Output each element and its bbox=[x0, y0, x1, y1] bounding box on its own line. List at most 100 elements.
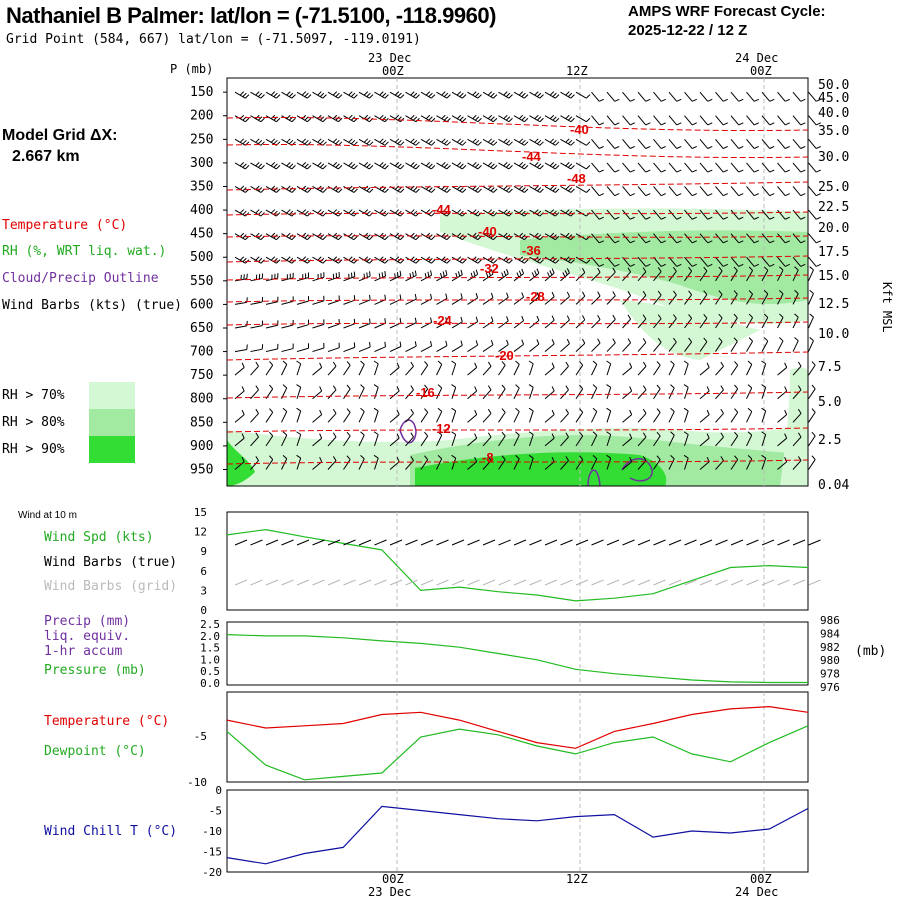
wind-barb-flag bbox=[606, 360, 611, 365]
wind-barb-staff bbox=[405, 345, 417, 353]
wind-barb-flag bbox=[477, 141, 482, 146]
wind-barb-flag bbox=[443, 139, 449, 145]
wind-barb-flag bbox=[459, 163, 464, 168]
legend-windchill: Wind Chill T (°C) bbox=[44, 824, 178, 839]
temperature-contour bbox=[226, 274, 809, 281]
wind-barb-flag bbox=[428, 116, 433, 121]
wind-barb-flag bbox=[784, 457, 788, 462]
wind-barb-staff bbox=[792, 209, 802, 220]
wind-barb-flag bbox=[322, 165, 327, 170]
wind-barb-staff bbox=[389, 414, 400, 423]
wind-barb-flag bbox=[360, 384, 365, 389]
wind-barb-flag bbox=[661, 193, 666, 197]
wind-barb-flag bbox=[490, 292, 494, 298]
wind-barb-grid bbox=[281, 579, 294, 586]
wind-barb-staff bbox=[730, 115, 740, 126]
height-tick-label: 40.0 bbox=[818, 106, 849, 121]
wind-barb-flag bbox=[260, 259, 265, 264]
wind-barb-flag bbox=[282, 384, 288, 389]
wind-barb-flag bbox=[445, 269, 448, 276]
wind-barb-flag bbox=[360, 360, 365, 365]
wind-barb-flag bbox=[692, 240, 697, 244]
wind-barb-flag bbox=[738, 263, 744, 267]
wind-barb-flag bbox=[399, 294, 402, 300]
wind-barb-flag bbox=[477, 259, 482, 264]
wind-barb-flag bbox=[431, 165, 436, 170]
wind-barb-staff bbox=[730, 209, 740, 220]
wind-barb-staff bbox=[761, 293, 769, 305]
wind-barb-flag bbox=[630, 216, 635, 220]
wind-barb-staff bbox=[312, 390, 323, 400]
wind-barb-staff bbox=[513, 364, 520, 376]
wind-barb-flag bbox=[255, 361, 259, 367]
wind-barb-flag bbox=[515, 455, 520, 460]
wind-barb-staff bbox=[668, 138, 678, 149]
wind-barb-flag bbox=[396, 457, 400, 462]
wind-barb-flag bbox=[614, 145, 620, 149]
wind-barb-staff bbox=[591, 458, 598, 470]
wind-barb-flag bbox=[501, 272, 504, 278]
pressure-y-tick: 978 bbox=[820, 668, 840, 681]
wind-barb-grid bbox=[684, 579, 697, 586]
wind-barb-flag bbox=[414, 317, 417, 323]
wind-barb-flag bbox=[501, 384, 506, 390]
temperature-contour-label: -32 bbox=[480, 261, 499, 276]
wind-barb-flag bbox=[579, 455, 584, 460]
wind-barb-flag bbox=[239, 209, 245, 214]
wind-barb-staff bbox=[265, 459, 274, 470]
wind-barb-staff bbox=[451, 297, 463, 305]
wind-barb-staff bbox=[575, 209, 587, 217]
wind-barb-flag bbox=[446, 259, 451, 264]
wind-barb-staff bbox=[684, 209, 693, 220]
wind-barb-flag bbox=[350, 92, 356, 98]
wind-barb-flag bbox=[555, 94, 560, 99]
wind-barb-flag bbox=[350, 234, 356, 239]
wind-barb-flag bbox=[307, 212, 312, 217]
wind-barb-staff bbox=[482, 436, 492, 447]
wind-barb-grid bbox=[513, 579, 527, 586]
wind-barb-flag bbox=[521, 292, 525, 298]
wind-barb-flag bbox=[592, 431, 598, 436]
wind-barb-staff bbox=[591, 295, 601, 305]
wind-barb-staff bbox=[513, 387, 520, 399]
wind-barb-staff bbox=[234, 301, 247, 305]
wind-barb-flag bbox=[642, 408, 647, 414]
wind-barb-staff bbox=[808, 388, 816, 400]
wind-barb-flag bbox=[521, 139, 526, 145]
wind-barb-staff bbox=[622, 437, 633, 447]
wind-barb-flag bbox=[599, 169, 604, 173]
wind-barb-flag bbox=[260, 165, 265, 170]
wind-barb-flag bbox=[614, 216, 620, 220]
wind-barb-flag bbox=[503, 91, 508, 96]
wind-barb-flag bbox=[400, 141, 405, 146]
wind-barb-staff bbox=[637, 209, 647, 220]
wind-barb-flag bbox=[424, 455, 429, 460]
wind-barb-flag bbox=[645, 169, 651, 173]
wind-barb-flag bbox=[304, 163, 309, 168]
wind-barb-staff bbox=[699, 341, 708, 352]
wind-barb-staff bbox=[591, 186, 600, 196]
wind-barb-flag bbox=[688, 337, 693, 343]
wind-barb-flag bbox=[304, 187, 309, 192]
wind-barb-flag bbox=[307, 235, 312, 241]
wind-barb-flag bbox=[379, 162, 384, 167]
wind-barb-flag bbox=[785, 193, 790, 197]
wind-barb-flag bbox=[592, 455, 598, 460]
wind-barb-staff bbox=[622, 209, 631, 220]
wind-barb-flag bbox=[431, 141, 436, 146]
pressure-tick-label: 950 bbox=[190, 462, 213, 477]
wind-barb-flag bbox=[521, 187, 526, 192]
wind-barb-flag bbox=[614, 169, 620, 173]
wind-barb-staff bbox=[792, 413, 802, 423]
wind-barb-staff bbox=[777, 115, 786, 126]
wind-barb-flag bbox=[503, 209, 508, 214]
wind-barb-flag bbox=[707, 240, 713, 244]
wind-barb-flag bbox=[797, 432, 802, 438]
wind-barb-flag bbox=[286, 138, 291, 143]
wind-barb-staff bbox=[312, 367, 323, 376]
wind-barb-staff bbox=[606, 363, 612, 376]
wind-barb-flag bbox=[410, 162, 415, 167]
wind-barb-staff bbox=[622, 271, 631, 282]
temperature-contour bbox=[226, 116, 809, 132]
wind-barb-flag bbox=[474, 257, 480, 263]
